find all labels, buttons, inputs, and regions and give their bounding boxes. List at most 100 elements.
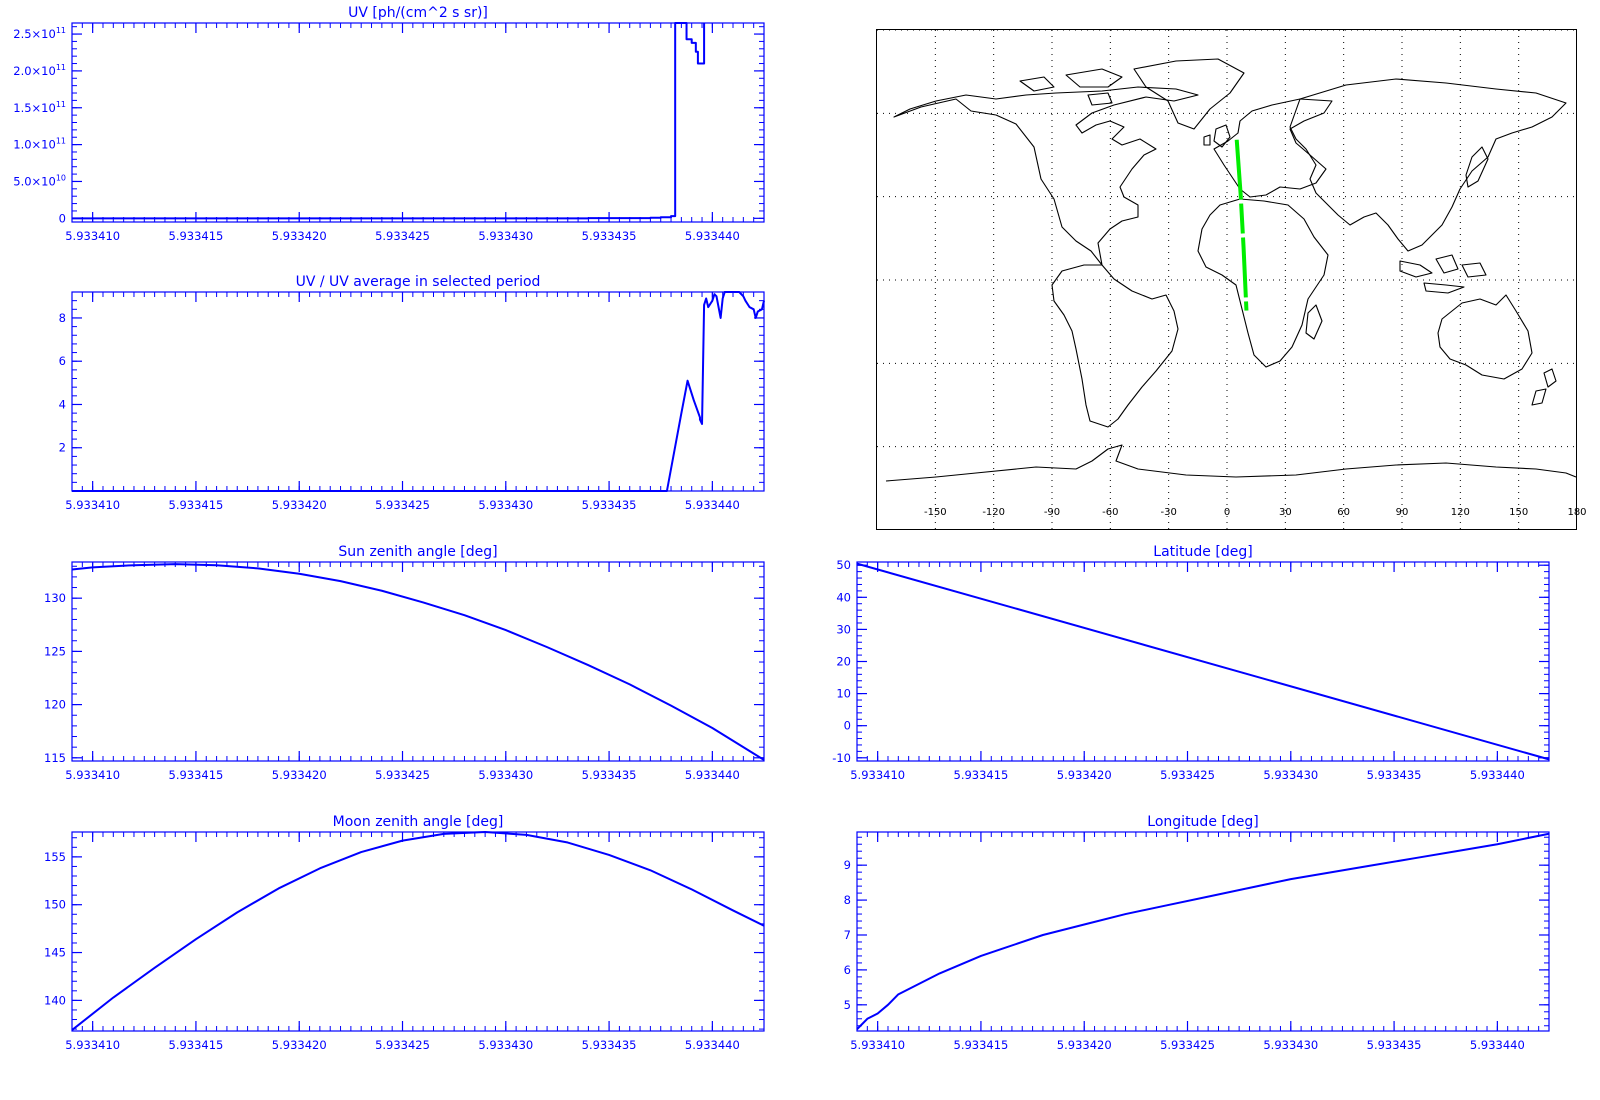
map-lon-tick-label: -120 <box>982 507 1005 518</box>
y-tick-label: 1.0×1011 <box>13 137 66 152</box>
y-tick-label: 5 <box>844 998 851 1012</box>
x-tick-label: 5.933435 <box>1367 1038 1422 1052</box>
map-lon-tick-label: 120 <box>1451 507 1470 518</box>
x-tick-label: 5.933430 <box>478 498 533 512</box>
series-line-sza <box>71 563 765 761</box>
x-tick-label: 5.933415 <box>954 768 1009 782</box>
y-tick-label: 140 <box>44 993 66 1007</box>
map-lon-tick-label: -90 <box>1044 507 1060 518</box>
x-tick-label: 5.933410 <box>65 498 120 512</box>
chart-title: Latitude [deg] <box>1153 544 1252 560</box>
coastline-europe <box>1213 98 1333 198</box>
y-tick-label: 20 <box>836 655 851 669</box>
x-tick-label: 5.933430 <box>478 1038 533 1052</box>
axes-frame <box>856 831 1550 1032</box>
y-tick-label: 6 <box>59 354 66 368</box>
y-tick-label: 6 <box>844 963 851 977</box>
x-tick-label: 5.933425 <box>1160 1038 1215 1052</box>
x-tick-label: 5.933435 <box>1367 768 1422 782</box>
x-tick-label: 5.933420 <box>272 498 327 512</box>
x-tick-label: 5.933430 <box>478 229 533 243</box>
x-tick-label: 5.933440 <box>685 768 740 782</box>
satellite-ground-track <box>1234 139 1249 311</box>
y-tick-label: 130 <box>44 591 66 605</box>
map-lon-tick-label: -150 <box>924 507 947 518</box>
x-tick-label: 5.933410 <box>850 768 905 782</box>
coastline-australia <box>1437 294 1533 380</box>
x-tick-label: 5.933425 <box>375 498 430 512</box>
x-tick-label: 5.933415 <box>169 1038 224 1052</box>
coastline-madagascar <box>1305 304 1323 340</box>
map-lon-tick-label: 90 <box>1396 507 1409 518</box>
x-tick-label: 5.933410 <box>850 1038 905 1052</box>
x-tick-label: 5.933440 <box>685 498 740 512</box>
world-map-panel: -150 -120 -90 -60 -30 0 30 60 90 120 150 180 <box>876 29 1586 530</box>
coastline-africa <box>1197 198 1329 368</box>
x-tick-label: 5.933425 <box>1160 768 1215 782</box>
series-line-ratio <box>72 291 765 492</box>
chart-title: Moon zenith angle [deg] <box>333 814 504 830</box>
y-tick-label: 2 <box>59 441 66 455</box>
x-tick-label: 5.933415 <box>169 229 224 243</box>
chart-lat: Latitude [deg] 5.933410 5.933415 5.933420 5.… <box>832 544 1550 782</box>
coastline-british-isles <box>1203 124 1231 148</box>
x-tick-label: 5.933425 <box>375 768 430 782</box>
y-tick-label: 0 <box>844 719 851 733</box>
series-line-lat <box>856 562 1550 761</box>
coastline-new-zealand <box>1531 368 1557 406</box>
series-line-lon <box>856 832 1550 1030</box>
coastline-asia <box>1289 78 1567 252</box>
map-lon-tick-label: 0 <box>1224 507 1230 518</box>
coastline-north-america <box>893 86 1199 266</box>
x-tick-label: 5.933425 <box>375 229 430 243</box>
axes-frame <box>71 22 765 223</box>
x-tick-label: 5.933410 <box>65 1038 120 1052</box>
y-tick-label: 125 <box>44 644 66 658</box>
y-tick-label: 40 <box>836 590 851 604</box>
chart-mza: Moon zenith angle [deg] 5.933410 5.933415 5… <box>44 814 765 1052</box>
map-lon-tick-labels: -150 -120 -90 -60 -30 0 30 60 90 120 150 180 <box>924 507 1586 518</box>
x-tick-label: 5.933420 <box>1057 1038 1112 1052</box>
y-tick-label: 10 <box>836 687 851 701</box>
chart-title: UV [ph/(cm^2 s sr)] <box>348 5 488 21</box>
y-tick-label: 155 <box>44 850 66 864</box>
coastline-south-america <box>1051 264 1179 428</box>
x-tick-label: 5.933420 <box>1057 768 1112 782</box>
y-tick-label: 30 <box>836 622 851 636</box>
chart-lon: Longitude [deg] 5.933410 5.933415 5.933420 5… <box>844 814 1550 1052</box>
x-tick-label: 5.933420 <box>272 1038 327 1052</box>
y-tick-label: 50 <box>836 558 851 572</box>
chart-title: Longitude [deg] <box>1147 814 1258 830</box>
map-lon-tick-label: 30 <box>1279 507 1292 518</box>
x-tick-label: 5.933415 <box>954 1038 1009 1052</box>
orbit-track <box>1234 139 1249 311</box>
axes-frame <box>71 831 765 1032</box>
chart-title: Sun zenith angle [deg] <box>338 544 497 560</box>
chart-sza: Sun zenith angle [deg] 5.933410 5.933415 5.… <box>44 544 765 782</box>
series-line-uv <box>72 22 706 220</box>
x-tick-label: 5.933440 <box>1470 1038 1525 1052</box>
y-tick-label: 0 <box>59 211 66 225</box>
coastline-greenland <box>1133 58 1245 130</box>
y-tick-label: 2.5×1011 <box>13 26 66 41</box>
y-tick-label: 150 <box>44 898 66 912</box>
y-tick-label: 145 <box>44 946 66 960</box>
x-tick-label: 5.933420 <box>272 229 327 243</box>
y-tick-label: 1.5×1011 <box>13 100 66 115</box>
y-tick-label: 115 <box>44 751 66 765</box>
coastline-indonesia <box>1399 254 1487 294</box>
x-tick-label: 5.933420 <box>272 768 327 782</box>
map-lon-tick-label: -30 <box>1160 507 1176 518</box>
x-tick-label: 5.933410 <box>65 229 120 243</box>
axes-frame <box>71 561 765 762</box>
x-tick-label: 5.933440 <box>1470 768 1525 782</box>
x-tick-label: 5.933425 <box>375 1038 430 1052</box>
coastlines <box>885 58 1577 482</box>
coastline-antarctica <box>885 444 1577 482</box>
map-lon-tick-label: 150 <box>1509 507 1528 518</box>
y-tick-label: 4 <box>59 397 66 411</box>
x-tick-label: 5.933440 <box>685 1038 740 1052</box>
x-tick-label: 5.933430 <box>1263 768 1318 782</box>
y-tick-label: -10 <box>832 751 851 765</box>
